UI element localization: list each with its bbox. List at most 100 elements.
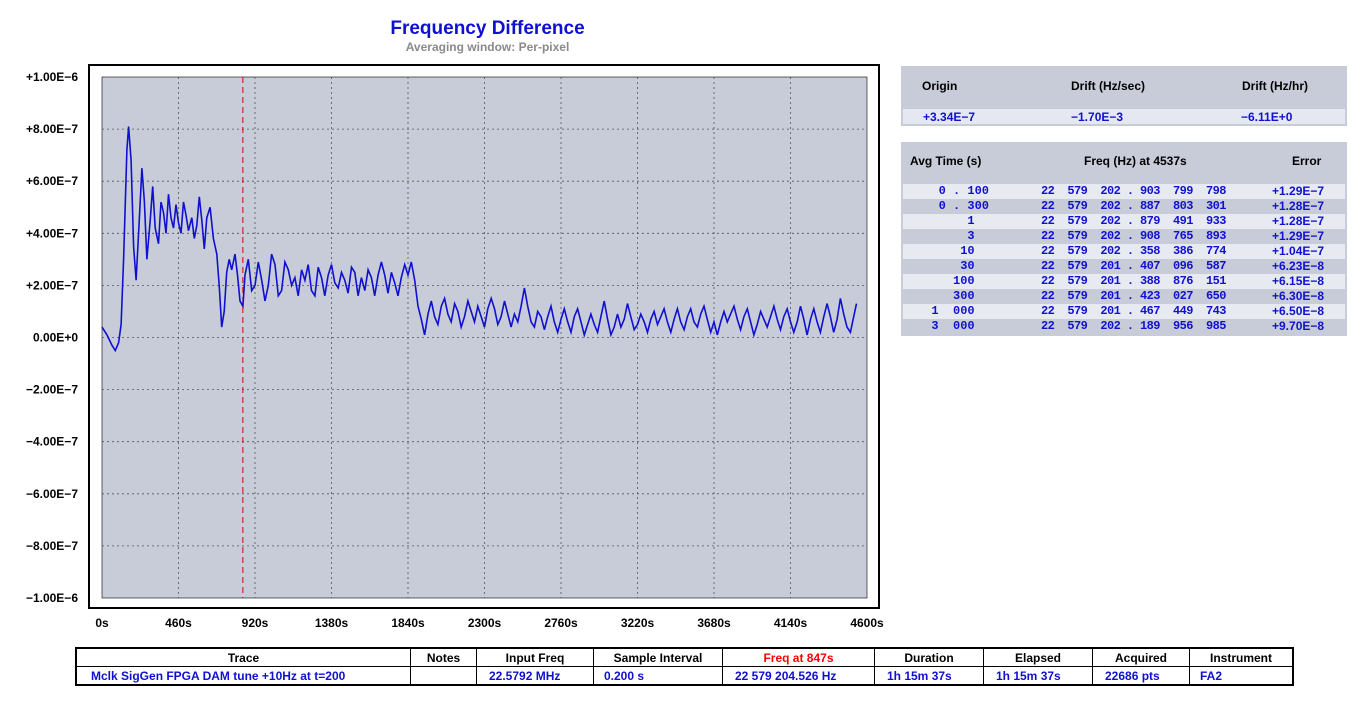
x-tick-label: 2760s [544, 616, 578, 630]
y-tick-label: +4.00E−7 [26, 226, 78, 240]
chart-frame [88, 64, 880, 609]
averaging-panel: Avg Time (s) Freq (Hz) at 4537s Error 0 … [901, 142, 1347, 336]
error-cell: +1.29E−7 [1272, 184, 1325, 198]
drift-panel: Origin Drift (Hz/sec) Drift (Hz/hr) +3.3… [901, 66, 1347, 126]
avg-row: 100 22 579 201 . 388 876 151 +6.15E−8 [903, 274, 1345, 289]
error-cell: +1.28E−7 [1272, 214, 1325, 228]
info-header-row: Trace Notes Input Freq Sample Interval F… [75, 647, 1294, 667]
avg-row: 10 22 579 202 . 358 386 774 +1.04E−7 [903, 244, 1345, 259]
origin-value: +3.34E−7 [923, 110, 976, 124]
freq-cell: 22 579 202 . 358 386 774 [1041, 244, 1226, 258]
y-tick-label: +1.00E−6 [26, 70, 78, 84]
avg-row: 0 . 100 22 579 202 . 903 799 798 +1.29E−7 [903, 184, 1345, 199]
x-tick-label: 1380s [315, 616, 349, 630]
freq-cell: 22 579 202 . 903 799 798 [1041, 184, 1226, 198]
freq-cell: 22 579 201 . 388 876 151 [1041, 274, 1226, 288]
trace-line [101, 126, 858, 353]
avg-time-cell: 300 [917, 289, 975, 303]
notes-header: Notes [410, 647, 477, 667]
trace-value[interactable]: Mclk SigGen FPGA DAM tune +10Hz at t=200 [75, 666, 411, 686]
plot-area[interactable] [90, 66, 878, 607]
sample-interval-header: Sample Interval [593, 647, 723, 667]
avg-time-cell: 30 [917, 259, 975, 273]
y-tick-label: −4.00E−7 [26, 435, 78, 449]
x-tick-label: 3680s [697, 616, 731, 630]
sample-interval-value: 0.200 s [593, 666, 723, 686]
drift-hz-sec-header: Drift (Hz/sec) [1071, 79, 1146, 93]
drift-hz-hr-header: Drift (Hz/hr) [1242, 79, 1308, 93]
freq-cell: 22 579 202 . 879 491 933 [1041, 214, 1226, 228]
avg-time-cell: 1 [917, 214, 975, 228]
chart-subtitle: Averaging window: Per-pixel [405, 40, 570, 54]
freq-at-header: Freq at 847s [722, 647, 875, 667]
freq-cell: 22 579 201 . 407 096 587 [1041, 259, 1226, 273]
avg-row: 1 000 22 579 201 . 467 449 743 +6.50E−8 [903, 304, 1345, 319]
frequency-chart: +1.00E−6 +8.00E−7 +6.00E−7 +4.00E−7 +2.00E−7… [26, 70, 884, 630]
x-axis-labels: 0s 460s 920s 1380s 1840s 2300s 2760s 3220s 3680s… [95, 616, 884, 630]
error-cell: +6.23E−8 [1272, 259, 1325, 273]
error-cell: +6.30E−8 [1272, 289, 1325, 303]
avg-row: 300 22 579 201 . 423 027 650 +6.30E−8 [903, 289, 1345, 304]
x-tick-label: 2300s [468, 616, 502, 630]
origin-header: Origin [922, 79, 958, 93]
error-cell: +9.70E−8 [1272, 319, 1325, 333]
drift-hz-hr-value: −6.11E+0 [1241, 110, 1293, 124]
x-tick-label: 3220s [621, 616, 655, 630]
x-tick-label: 920s [242, 616, 269, 630]
freq-cell: 22 579 202 . 887 803 301 [1041, 199, 1226, 213]
chart-title: Frequency Difference [390, 18, 585, 39]
avg-time-cell: 3 000 [917, 319, 975, 333]
drift-values-row: +3.34E−7 −1.70E−3 −6.11E+0 [903, 109, 1345, 124]
y-tick-label: 0.00E+0 [33, 331, 78, 345]
elapsed-value: 1h 15m 37s [983, 666, 1093, 686]
avg-time-cell: 1 000 [917, 304, 975, 318]
avg-row: 3 22 579 202 . 908 765 893 +1.29E−7 [903, 229, 1345, 244]
trace-header: Trace [75, 647, 411, 667]
freq-cell: 22 579 202 . 908 765 893 [1041, 229, 1226, 243]
y-axis-labels: +1.00E−6 +8.00E−7 +6.00E−7 +4.00E−7 +2.00E−7… [26, 70, 78, 605]
error-header: Error [1292, 154, 1322, 168]
freq-at-value: 22 579 204.526 Hz [722, 666, 875, 686]
x-tick-label: 1840s [391, 616, 425, 630]
input-freq-header: Input Freq [476, 647, 594, 667]
notes-value[interactable] [410, 666, 477, 686]
avg-row: 0 . 300 22 579 202 . 887 803 301 +1.28E−7 [903, 199, 1345, 214]
grid-lines [102, 77, 867, 598]
y-tick-label: −2.00E−7 [26, 383, 78, 397]
error-cell: +6.15E−8 [1272, 274, 1325, 288]
duration-value: 1h 15m 37s [874, 666, 984, 686]
avg-time-cell: 10 [917, 244, 975, 258]
x-tick-label: 460s [165, 616, 192, 630]
y-tick-label: +2.00E−7 [26, 278, 78, 292]
y-tick-label: +8.00E−7 [26, 122, 78, 136]
x-tick-label: 4600s [850, 616, 884, 630]
x-tick-label: 0s [95, 616, 109, 630]
freq-cell: 22 579 202 . 189 956 985 [1041, 319, 1226, 333]
freq-cell: 22 579 201 . 423 027 650 [1041, 289, 1226, 303]
y-tick-label: −1.00E−6 [26, 591, 78, 605]
drift-hz-sec-value: −1.70E−3 [1071, 110, 1124, 124]
avg-time-cell: 100 [917, 274, 975, 288]
instrument-header: Instrument [1189, 647, 1294, 667]
avg-row: 30 22 579 201 . 407 096 587 +6.23E−8 [903, 259, 1345, 274]
error-cell: +1.29E−7 [1272, 229, 1325, 243]
y-tick-label: −6.00E−7 [26, 487, 78, 501]
error-cell: +1.04E−7 [1272, 244, 1325, 258]
error-cell: +1.28E−7 [1272, 199, 1325, 213]
info-value-row[interactable]: Mclk SigGen FPGA DAM tune +10Hz at t=200… [75, 666, 1294, 686]
acquired-header: Acquired [1092, 647, 1190, 667]
x-tick-label: 4140s [774, 616, 808, 630]
avg-row: 1 22 579 202 . 879 491 933 +1.28E−7 [903, 214, 1345, 229]
input-freq-value: 22.5792 MHz [476, 666, 594, 686]
y-tick-label: +6.00E−7 [26, 174, 78, 188]
avg-time-cell: 0 . 100 [917, 184, 990, 198]
info-table: Trace Notes Input Freq Sample Interval F… [75, 647, 1294, 686]
error-cell: +6.50E−8 [1272, 304, 1325, 318]
freq-header: Freq (Hz) at 4537s [1084, 154, 1187, 168]
y-tick-label: −8.00E−7 [26, 539, 78, 553]
freq-cell: 22 579 201 . 467 449 743 [1041, 304, 1226, 318]
acquired-value: 22686 pts [1092, 666, 1190, 686]
avg-time-header: Avg Time (s) [910, 154, 982, 168]
instrument-value: FA2 [1189, 666, 1294, 686]
avg-row: 3 000 22 579 202 . 189 956 985 +9.70E−8 [903, 319, 1345, 334]
